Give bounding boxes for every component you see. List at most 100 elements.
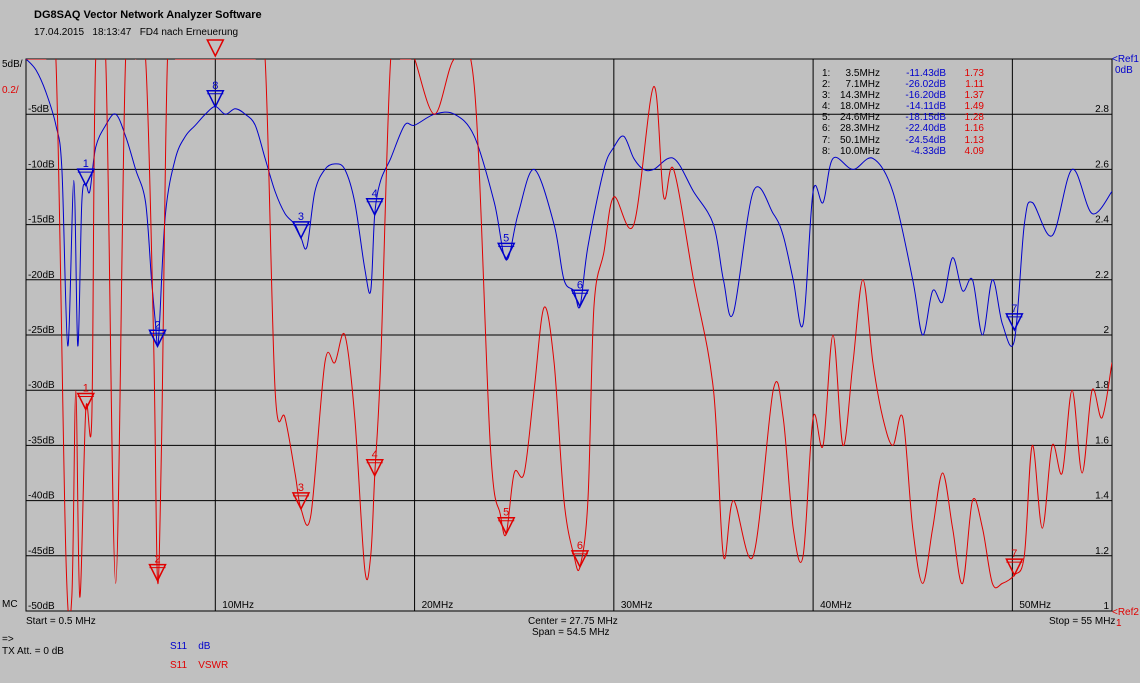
marker-id: 6: <box>822 123 831 135</box>
marker-triangle <box>206 90 225 109</box>
marker-label: 5 <box>503 232 509 244</box>
trace-s11-vswr <box>26 59 1112 611</box>
x-tick-label: 50MHz <box>1019 600 1051 611</box>
marker-id: 1: <box>822 68 831 79</box>
legend-unit: VSWR <box>198 660 229 671</box>
marker-triangle <box>365 459 384 478</box>
marker-vswr: 4.09 <box>964 145 984 157</box>
legend-s11-db[interactable]: S11 dB <box>170 641 210 652</box>
y-tick-label-vswr: 1.6 <box>1095 435 1109 446</box>
y-tick-label-vswr: 2.8 <box>1095 104 1109 115</box>
y-tick-label-db: -50dB <box>28 601 55 612</box>
marker-row: 8: 10.0MHz -4.33dB 4.09 <box>822 146 984 157</box>
marker-row: 6: 28.3MHz -22.40dB 1.16 <box>822 123 984 134</box>
marker-vswr-4: 4 <box>365 449 384 478</box>
y-tick-label-db: -25dB <box>28 325 55 336</box>
marker-label: 2 <box>154 554 160 566</box>
marker-triangle <box>76 392 95 412</box>
y-tick-label-db: -40dB <box>28 491 55 502</box>
marker-db-4: 4 <box>365 188 384 217</box>
marker-label: 7 <box>1011 303 1017 315</box>
marker-id: 3: <box>822 90 831 102</box>
marker-vswr-5: 5 <box>497 507 516 536</box>
y-tick-label-db: -30dB <box>28 380 55 391</box>
y-tick-label-db: -5dB <box>28 104 49 115</box>
marker-label: 8 <box>212 80 218 92</box>
marker-triangle <box>291 492 311 511</box>
marker-triangle <box>570 550 590 569</box>
marker-triangle <box>206 39 225 58</box>
y-tick-label-db: -15dB <box>28 215 55 226</box>
legend-unit: dB <box>198 641 211 652</box>
marker-table: 1: 3.5MHz -11.43dB 1.73 2: 7.1MHz -26.02dB 1.11… <box>822 68 984 157</box>
legend-s11-vswr[interactable]: S11 VSWR <box>170 660 228 671</box>
marker-triangle <box>1005 313 1024 332</box>
marker-label: 3 <box>298 482 304 494</box>
marker-label: 3 <box>298 211 304 223</box>
marker-db: -4.33dB <box>910 145 946 157</box>
ref1-label[interactable]: <Ref1 <box>1112 54 1139 65</box>
y-tick-label-vswr: 1 <box>1103 601 1109 612</box>
marker-vswr: 1.11 <box>965 79 984 91</box>
arrow-indicator: => <box>2 634 14 645</box>
marker-vswr: 1.37 <box>964 90 984 102</box>
marker-vswr-1: 1 <box>76 383 95 412</box>
y-tick-label-vswr: 1.8 <box>1095 380 1109 391</box>
marker-db-6: 6 <box>570 279 590 308</box>
marker-db: -18.15dB <box>905 112 946 124</box>
marker-label: 1 <box>83 383 89 395</box>
marker-db: -24.54dB <box>905 134 946 146</box>
marker-row: 2: 7.1MHz -26.02dB 1.11 <box>822 79 984 90</box>
marker-db: -26.02dB <box>905 79 946 91</box>
y-tick-label-vswr: 2 <box>1103 325 1109 336</box>
marker-vswr-7: 7 <box>1005 548 1024 577</box>
ref2-label[interactable]: <Ref2 <box>1112 607 1139 618</box>
marker-id: 7: <box>822 134 831 146</box>
marker-triangle <box>1005 558 1024 577</box>
marker-db: -11.43dB <box>906 68 946 79</box>
marker-label: 6 <box>577 279 583 291</box>
marker-row: 5: 24.6MHz -18.15dB 1.28 <box>822 112 984 123</box>
x-tick-label: 30MHz <box>621 600 653 611</box>
marker-triangle <box>497 516 516 536</box>
marker-vswr-2: 2 <box>148 554 167 583</box>
marker-label: 4 <box>372 449 378 461</box>
y-tick-label-vswr: 2.2 <box>1095 270 1109 281</box>
y-tick-label-db: -35dB <box>28 435 55 446</box>
marker-label: 4 <box>372 188 378 200</box>
start-frequency: Start = 0.5 MHz <box>26 616 96 627</box>
marker-triangle <box>570 289 590 308</box>
marker-triangle <box>291 221 311 240</box>
marker-frequency: 18.0MHz <box>840 101 881 113</box>
x-tick-label: 40MHz <box>820 600 852 611</box>
marker-id: 5: <box>822 112 831 124</box>
trace-group <box>26 59 1112 611</box>
mc-label: MC <box>2 599 18 610</box>
marker-row: 7: 50.1MHz -24.54dB 1.13 <box>822 135 984 146</box>
marker-triangle <box>497 242 516 262</box>
measurement-time: 18:13:47 <box>92 27 132 38</box>
marker-id: 4: <box>822 101 831 113</box>
ref2-value: 1 <box>1116 618 1122 629</box>
marker-db: -16.20dB <box>905 90 946 102</box>
x-tick-label: 10MHz <box>222 600 254 611</box>
measurement-date: 17.04.2015 <box>34 27 85 38</box>
tx-attenuation: TX Att. = 0 dB <box>2 646 64 657</box>
marker-vswr-8 <box>206 39 225 58</box>
y-tick-label-db: -20dB <box>28 270 55 281</box>
measurement-label: FD4 nach Erneuerung <box>139 27 239 38</box>
measurement-info: 17.04.2015 18:13:47 FD4 nach Erneuerung <box>34 27 238 38</box>
marker-row: 4: 18.0MHz -14.11dB 1.49 <box>822 101 984 112</box>
marker-frequency: 50.1MHz <box>840 134 881 146</box>
y-tick-label-db: -45dB <box>28 546 55 557</box>
marker-id: 8: <box>822 145 831 157</box>
marker-triangle <box>148 563 167 583</box>
marker-frequency: 3.5MHz <box>845 68 880 79</box>
span-frequency: Span = 54.5 MHz <box>532 627 610 638</box>
x-tick-label: 20MHz <box>422 600 454 611</box>
y-tick-label-vswr: 1.4 <box>1095 491 1109 502</box>
marker-frequency: 14.3MHz <box>840 90 881 102</box>
marker-frequency: 24.6MHz <box>840 112 881 124</box>
marker-db-3: 3 <box>291 211 311 240</box>
